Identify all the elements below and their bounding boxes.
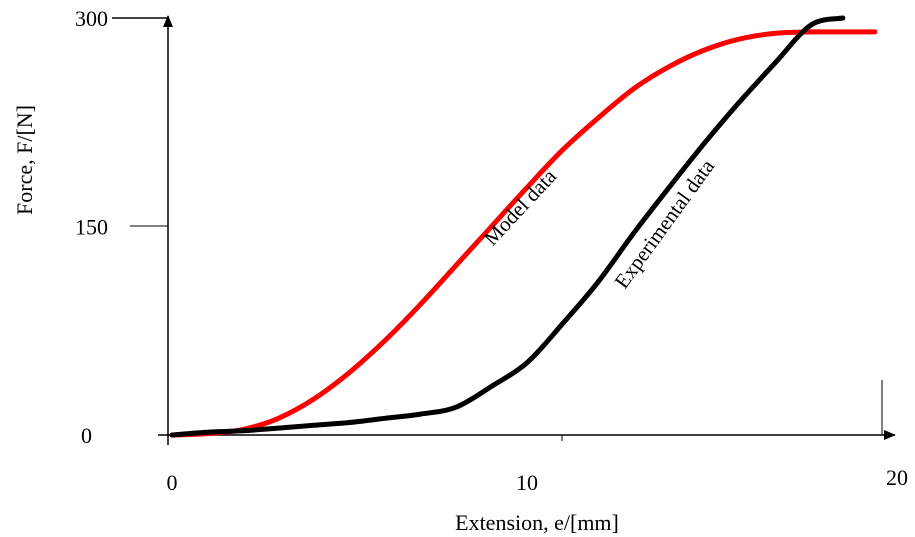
series-line-experimental-data — [169, 15, 846, 438]
axes — [112, 15, 896, 445]
curve-label-model-data: Model data — [479, 164, 562, 250]
x-tick-label-20: 20 — [886, 465, 908, 490]
y-tick-label-0: 0 — [81, 423, 92, 448]
curve-labels: Model data Experimental data — [479, 154, 720, 293]
x-tick-label-0: 0 — [167, 470, 178, 495]
tick-labels: 0 10 20 0 150 300 — [75, 6, 908, 495]
y-tick-label-150: 150 — [75, 215, 108, 240]
curve-label-experimental-data: Experimental data — [610, 154, 720, 293]
series-line-model-data — [169, 29, 878, 438]
y-axis-label: Force, F/[N] — [12, 105, 37, 215]
x-tick-label-10: 10 — [516, 470, 538, 495]
data-series — [169, 15, 878, 438]
x-axis-label: Extension, e/[mm] — [455, 510, 619, 535]
y-tick-label-300: 300 — [75, 6, 108, 31]
